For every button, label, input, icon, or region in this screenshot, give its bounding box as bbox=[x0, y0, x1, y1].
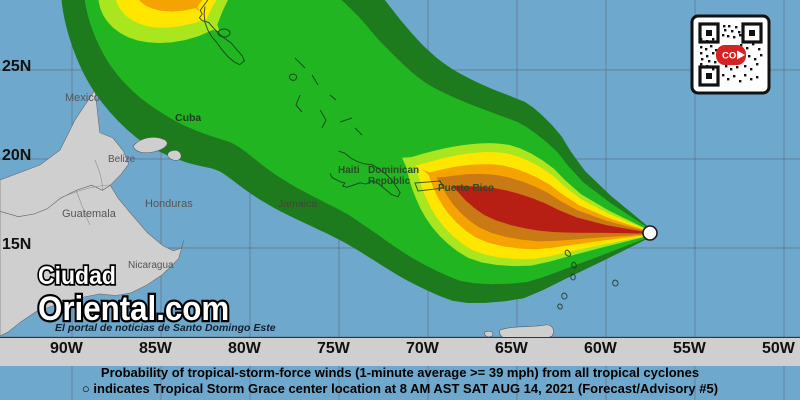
svg-text:CO: CO bbox=[722, 51, 736, 62]
